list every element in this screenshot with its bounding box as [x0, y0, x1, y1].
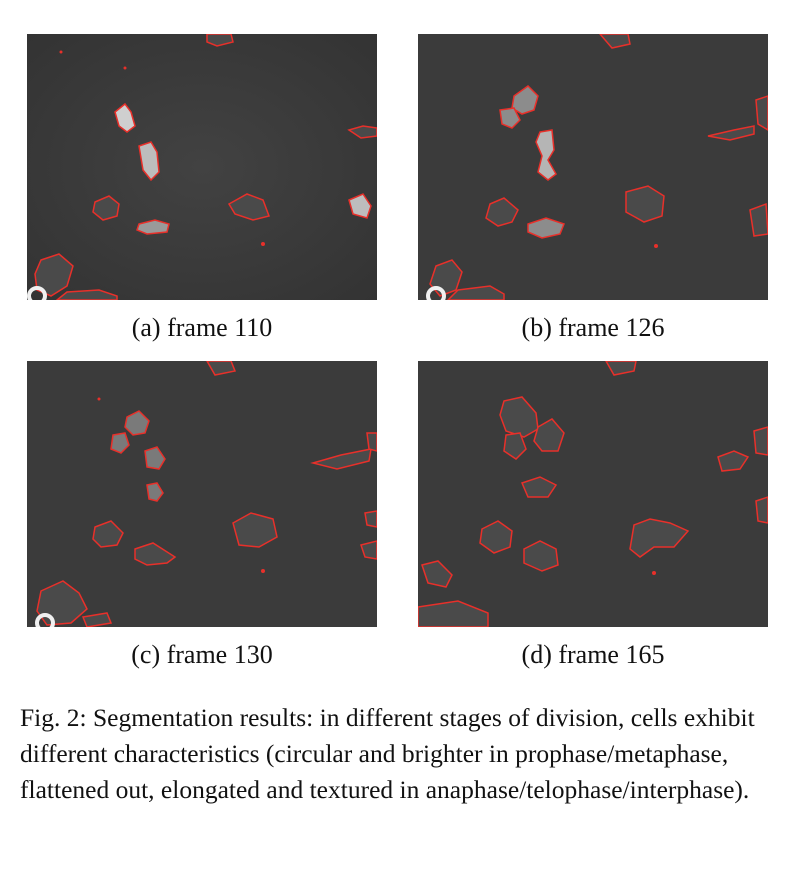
segmentation-overlay-a: [27, 34, 377, 300]
subfigure-label-b: (b) frame 126: [521, 313, 665, 342]
cell-contour: [124, 410, 150, 436]
cell-contour: [625, 185, 665, 223]
cell-contour: [134, 542, 177, 566]
segmentation-overlay-d: [418, 361, 768, 627]
cell-contour: [366, 432, 377, 452]
cell-contour: [347, 125, 377, 139]
cell-contour: [110, 432, 130, 454]
cell-contour: [227, 193, 270, 221]
cell-contour: [232, 512, 278, 548]
cell-contour: [755, 496, 768, 524]
cell-contour: [310, 448, 372, 470]
cell-contour: [479, 520, 513, 554]
cell-contour: [755, 95, 768, 131]
cell-contour: [605, 361, 637, 376]
cell-contour: [523, 540, 559, 572]
subfigure-label-c: (c) frame 130: [131, 640, 273, 669]
microscopy-image-d: [418, 361, 768, 627]
cell-contour: [206, 361, 237, 376]
cell-contour: [144, 446, 166, 470]
cell-contour: [753, 426, 768, 456]
microscopy-image-b: [418, 34, 768, 300]
cell-contour: [629, 518, 690, 558]
cell-contour: [533, 418, 565, 452]
subfigure-label-d: (d) frame 165: [521, 640, 665, 669]
microscopy-image-a: [27, 34, 377, 300]
cell-contour: [717, 450, 750, 472]
cell-contour: [503, 432, 527, 460]
cell-contour: [535, 129, 557, 181]
cell-contour: [206, 34, 234, 47]
cell-contour: [499, 107, 521, 129]
cell-contour: [599, 34, 631, 49]
cell-contour: [364, 510, 377, 528]
cell-contour: [707, 125, 755, 141]
cell-contour: [55, 289, 118, 300]
cell-contour: [418, 600, 489, 627]
cell-contour: [421, 560, 453, 588]
cell-contour: [527, 217, 565, 239]
microscopy-image-c: [27, 361, 377, 627]
cell-contour: [34, 253, 74, 297]
cell-contour: [92, 195, 120, 221]
cell-contour: [136, 219, 170, 235]
cell-contour: [81, 612, 113, 627]
subfigure-label-a: (a) frame 110: [131, 313, 273, 342]
cell-contour: [520, 476, 558, 498]
segmentation-overlay-c: [27, 361, 377, 627]
cell-contour: [749, 202, 768, 237]
cell-contour: [499, 396, 539, 438]
cell-contour: [114, 102, 136, 133]
cell-contour: [446, 285, 505, 300]
cell-contour: [36, 580, 88, 626]
cell-contour: [138, 141, 160, 182]
cell-contour: [360, 540, 377, 560]
segmentation-overlay-b: [418, 34, 768, 300]
cell-contour: [146, 482, 164, 502]
figure-caption: Fig. 2: Segmentation results: in differe…: [20, 703, 755, 804]
cell-contour: [485, 197, 519, 227]
cell-contour: [348, 193, 372, 219]
cell-contour: [92, 520, 124, 548]
